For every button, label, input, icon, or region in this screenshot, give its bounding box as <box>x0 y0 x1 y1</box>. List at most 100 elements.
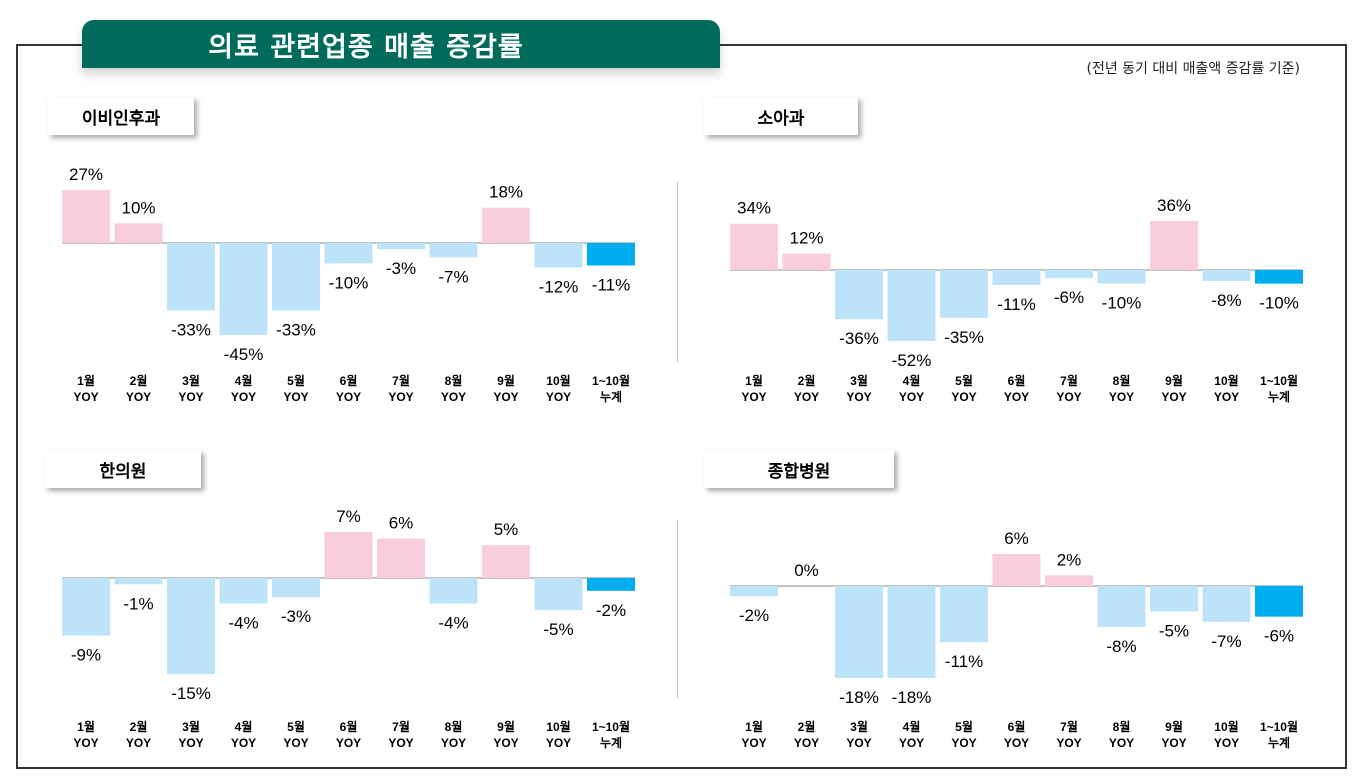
tick-label: 1월 <box>77 719 95 734</box>
bar <box>272 243 320 311</box>
tick-label: YOY <box>1109 390 1134 404</box>
data-label: 12% <box>789 229 823 248</box>
tick-label: 10월 <box>1214 719 1238 734</box>
tick-label: YOY <box>1214 736 1239 750</box>
bar <box>587 578 635 591</box>
data-label: 18% <box>489 183 523 202</box>
bar <box>62 578 110 636</box>
data-label: 5% <box>494 520 519 539</box>
bar <box>377 538 425 578</box>
tick-label: 7월 <box>392 373 410 388</box>
tick-label: YOY <box>794 390 819 404</box>
data-label: -52% <box>892 351 932 370</box>
tick-label: 2월 <box>130 719 148 734</box>
page-title: 의료 관련업종 매출 증감률 <box>82 20 720 68</box>
tick-label: 8월 <box>1113 373 1131 388</box>
data-label: -18% <box>892 688 932 707</box>
data-label: 36% <box>1157 196 1191 215</box>
tick-label: 1월 <box>77 373 95 388</box>
bar <box>324 243 373 264</box>
tick-label: 10월 <box>546 719 570 734</box>
bar <box>534 243 583 268</box>
data-label: -7% <box>438 267 468 286</box>
data-label: -4% <box>228 614 258 633</box>
data-label: -10% <box>1259 294 1299 313</box>
tick-label: 5월 <box>287 373 305 388</box>
bar <box>114 223 163 243</box>
data-label: 27% <box>69 165 103 184</box>
tick-label: 3월 <box>182 373 200 388</box>
tick-label: YOY <box>546 736 571 750</box>
chart-panel-1: 34% 1월 YOY 12% 2월 YOY -36% 3월 YOY -52% 4월 YOY -35% 5월… <box>730 196 1303 404</box>
bar <box>730 586 778 597</box>
tick-label: YOY <box>1056 736 1081 750</box>
tick-label: YOY <box>951 390 976 404</box>
tick-label: YOY <box>441 736 466 750</box>
tick-label: 5월 <box>287 719 305 734</box>
data-label: -1% <box>123 594 153 613</box>
bar <box>272 578 320 598</box>
tick-label: YOY <box>388 390 413 404</box>
tick-label: 1~10월 <box>1260 373 1298 388</box>
tick-label: YOY <box>741 736 766 750</box>
data-label: 34% <box>737 199 771 218</box>
tick-label: YOY <box>283 390 308 404</box>
tick-label: 2월 <box>130 373 148 388</box>
data-label: -11% <box>592 275 630 294</box>
tick-label: 누계 <box>1268 389 1290 404</box>
tick-label: 1~10월 <box>592 373 630 388</box>
data-label: 7% <box>336 507 361 526</box>
bar <box>62 190 110 243</box>
panel-label-general-hospital: 종합병원 <box>704 450 894 488</box>
bar <box>940 270 988 318</box>
data-label: -11% <box>945 652 983 671</box>
panel-label-pediatrics: 소아과 <box>704 97 858 135</box>
data-label: -9% <box>71 646 101 665</box>
tick-label: 4월 <box>235 373 253 388</box>
bar <box>887 586 936 678</box>
tick-label: 3월 <box>850 719 868 734</box>
tick-label: 누계 <box>600 389 622 404</box>
tick-label: YOY <box>899 390 924 404</box>
bar <box>219 578 268 604</box>
bar <box>429 578 478 604</box>
data-label: -5% <box>1159 622 1189 641</box>
panel-divider-bottom <box>677 520 678 698</box>
panel-divider-top <box>677 182 678 362</box>
bar <box>1255 270 1303 284</box>
tick-label: YOY <box>546 390 571 404</box>
tick-label: YOY <box>493 736 518 750</box>
tick-label: 7월 <box>392 719 410 734</box>
bar <box>1097 270 1146 284</box>
tick-label: YOY <box>73 390 98 404</box>
bar <box>1045 575 1093 586</box>
data-label: -2% <box>596 601 626 620</box>
tick-label: 3월 <box>182 719 200 734</box>
data-label: 6% <box>389 514 414 533</box>
tick-label: YOY <box>1214 390 1239 404</box>
tick-label: YOY <box>283 736 308 750</box>
tick-label: 7월 <box>1060 719 1078 734</box>
tick-label: 2월 <box>798 373 816 388</box>
bar <box>377 243 425 250</box>
bar <box>324 532 373 578</box>
tick-label: YOY <box>126 390 151 404</box>
chart-panel-3: -2% 1월 YOY 0% 2월 YOY -18% 3월 YOY -18% 4월 YOY -11% 5월 Y… <box>730 529 1303 750</box>
tick-label: YOY <box>388 736 413 750</box>
tick-label: YOY <box>126 736 151 750</box>
tick-label: YOY <box>493 390 518 404</box>
data-label: -33% <box>171 320 211 339</box>
data-label: -15% <box>171 684 211 703</box>
bar <box>114 578 163 585</box>
bar <box>782 253 831 270</box>
data-label: 0% <box>794 561 819 580</box>
panel-label-oriental-medicine: 한의원 <box>45 450 201 488</box>
bar <box>1202 270 1251 281</box>
bar <box>1150 586 1198 612</box>
tick-label: 10월 <box>546 373 570 388</box>
bar <box>887 270 936 341</box>
tick-label: 4월 <box>903 719 921 734</box>
tick-label: 1월 <box>745 373 763 388</box>
tick-label: 4월 <box>235 719 253 734</box>
data-label: -36% <box>839 329 879 348</box>
